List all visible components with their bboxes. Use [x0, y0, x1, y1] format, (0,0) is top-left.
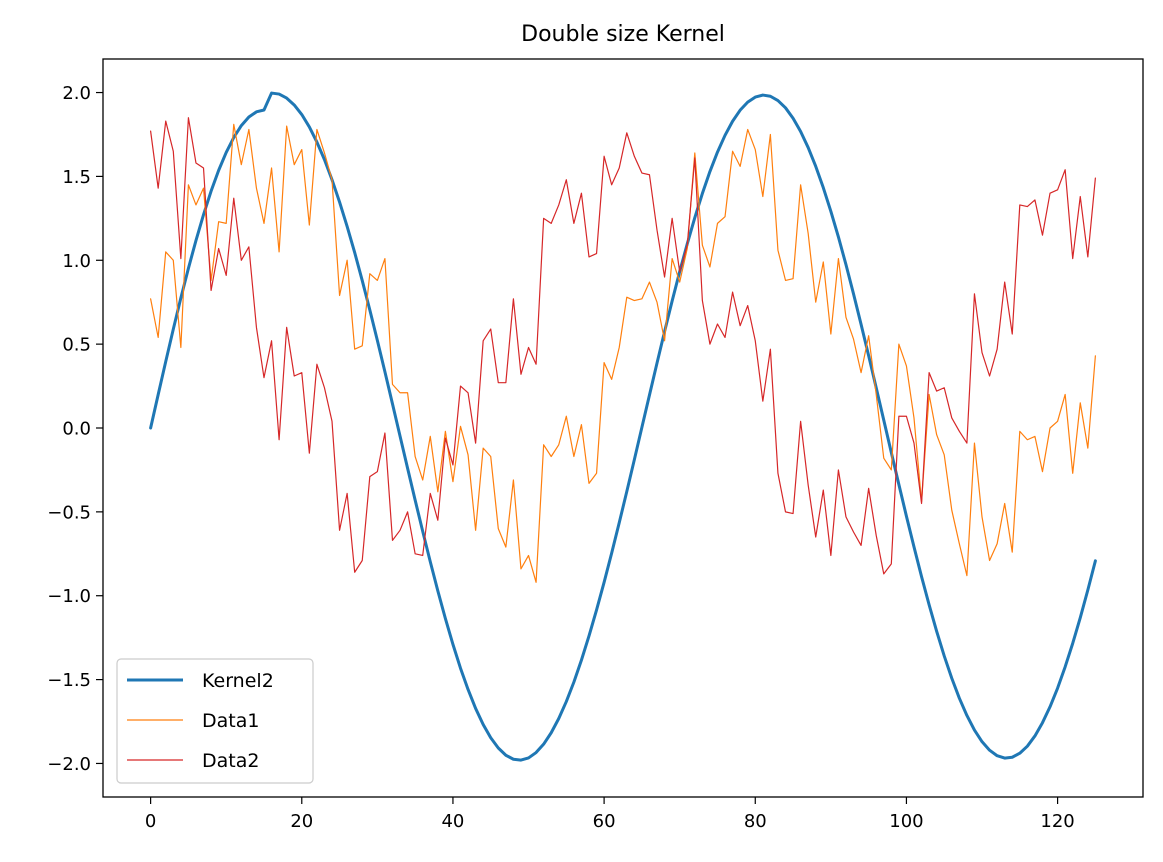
series-line-data2	[150, 117, 1096, 575]
plot-area	[149, 91, 1097, 762]
x-axis: 0 20 40 60 80 100 120	[145, 797, 1075, 832]
legend-label-data2: Data2	[202, 750, 259, 772]
x-tick-label: 100	[889, 811, 923, 832]
y-axis: −2.0 −1.5 −1.0 −0.5 0.0 0.5 1.0 1.5 2.0	[47, 83, 103, 775]
y-tick-label: 1.0	[62, 251, 91, 272]
chart-title: Double size Kernel	[521, 22, 725, 47]
y-tick-label: −0.5	[47, 502, 91, 523]
x-tick-label: 120	[1040, 811, 1074, 832]
legend-label-data1: Data1	[202, 710, 259, 732]
x-tick-label: 20	[290, 811, 313, 832]
x-tick-label: 60	[593, 811, 616, 832]
x-tick-label: 80	[744, 811, 767, 832]
x-tick-label: 0	[145, 811, 156, 832]
y-tick-label: −1.5	[47, 670, 91, 691]
y-tick-label: 2.0	[62, 83, 91, 104]
y-tick-label: 0.0	[62, 419, 91, 440]
y-tick-label: −1.0	[47, 586, 91, 607]
series-line-kernel2	[149, 91, 1097, 762]
series-line-data1	[150, 123, 1096, 583]
x-tick-label: 40	[441, 811, 464, 832]
y-tick-label: 1.5	[62, 167, 91, 188]
y-tick-label: 0.5	[62, 335, 91, 356]
legend-box	[116, 658, 314, 784]
y-tick-label: −2.0	[47, 754, 91, 775]
legend: Kernel2 Data1 Data2	[116, 658, 314, 784]
legend-label-kernel2: Kernel2	[202, 670, 274, 692]
